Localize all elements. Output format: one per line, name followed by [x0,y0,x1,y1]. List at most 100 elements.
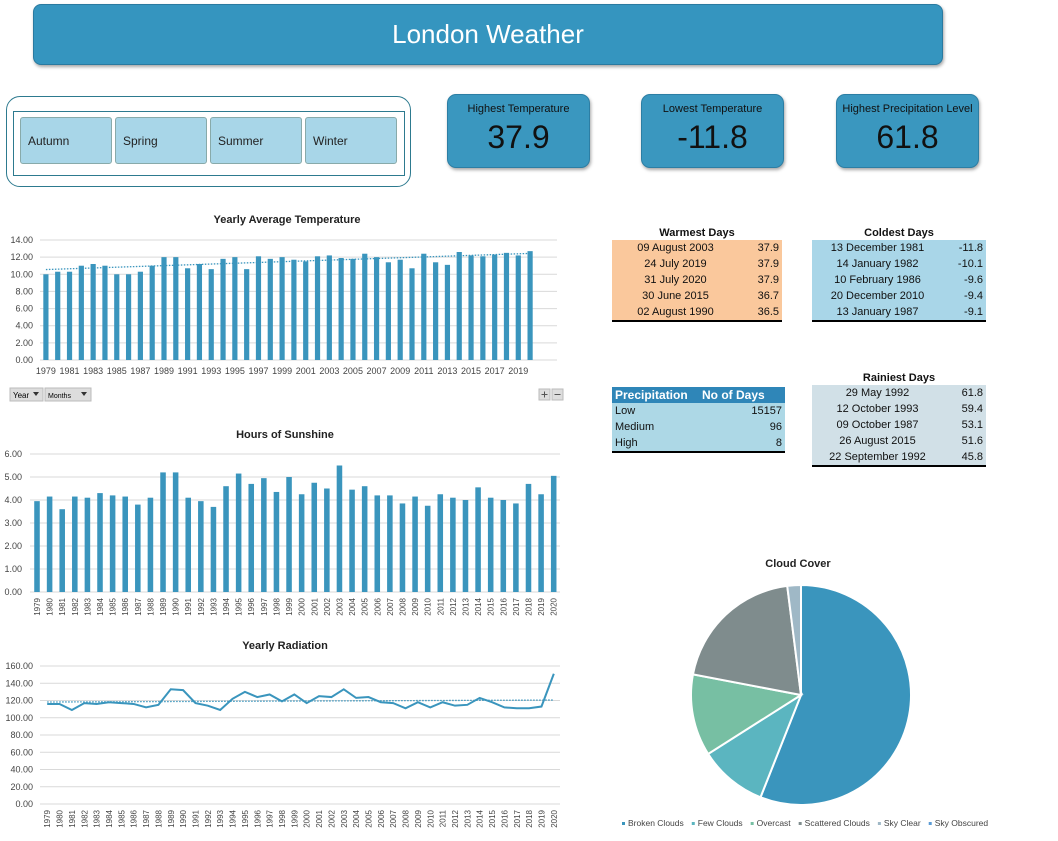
bar [525,483,532,592]
table-cell: 37.9 [757,274,779,286]
x-tick-label: 1987 [134,597,143,615]
chart-title: Yearly Average Temperature [214,214,361,226]
x-tick-label: 2003 [335,597,344,615]
table-cell: High [615,437,638,449]
kpi-label: Highest Temperature [467,103,570,115]
table-row: 14 January 1982 -10.1 [812,256,986,272]
bar [500,500,507,592]
table-row: 20 December 2010 -9.4 [812,288,986,304]
x-tick-label: 1985 [109,597,118,615]
bar [424,505,431,592]
x-tick-label: 2014 [474,597,483,615]
bar [244,269,250,360]
table-row: 22 September 1992 45.8 [812,449,986,467]
bar [456,252,462,360]
table-row: 13 January 1987 -9.1 [812,304,986,322]
table-cell: 59.4 [961,403,983,415]
slicer-button[interactable]: Autumn [20,117,112,164]
legend-label: Few Clouds [698,818,743,828]
bar [336,465,343,592]
bar [232,257,238,360]
bar [55,271,61,360]
bar [349,489,355,592]
slicer-button[interactable]: Winter [305,117,397,164]
x-tick-label: 1996 [253,809,262,827]
legend-marker [622,822,625,825]
x-tick-label: 2020 [550,597,559,615]
bar [149,265,155,360]
table-row: 12 October 1993 59.4 [812,401,986,417]
bar [84,497,91,592]
table-title: Rainiest Days [862,372,936,384]
bar [255,256,262,360]
x-tick-label: 2019 [537,809,546,827]
table-cell: 31 July 2020 [644,274,707,286]
table-cell: 02 August 1990 [637,306,714,318]
bar [90,264,96,360]
y-tick-label: 6.00 [4,449,22,459]
bar [261,478,267,592]
table-row: 31 July 2020 37.9 [612,272,782,288]
bar [161,257,167,360]
bar [223,486,229,592]
y-tick-label: 3.00 [4,518,22,528]
legend-label: Broken Clouds [628,818,684,828]
bar [324,488,330,592]
x-tick-label: 2012 [451,809,460,827]
x-tick-label: 1994 [229,809,238,827]
table-row: 30 June 2015 36.7 [612,288,782,304]
y-tick-label: 140.00 [5,678,33,688]
bar [421,253,427,360]
bar [125,274,132,360]
bar [147,497,154,592]
collapse-button[interactable] [551,388,564,401]
table-cell: 09 October 1987 [836,419,919,431]
field-button[interactable] [44,387,92,402]
bar [538,494,544,592]
bar [487,497,494,592]
x-tick-label: 2002 [323,597,332,615]
expand-button[interactable] [538,388,551,401]
bar [267,258,273,360]
kpi-value: 37.9 [487,119,550,155]
bar [114,274,120,360]
bar [59,509,65,592]
legend-label: Sky Clear [884,818,921,828]
slicer-button[interactable]: Summer [210,117,302,164]
bar [513,503,519,592]
x-tick-label: 2018 [524,597,533,615]
x-tick-label: 1986 [121,597,130,615]
pie-slice [786,583,802,696]
bar [286,477,292,592]
table-cell: 37.9 [757,258,779,270]
x-tick-label: 1981 [60,366,80,376]
table-cell: 13 December 1981 [830,242,925,254]
slicer-button[interactable]: Spring [115,117,207,164]
table-cell: 13 January 1987 [836,306,919,318]
bar [72,496,78,592]
x-tick-label: 1988 [146,597,155,615]
x-tick-label: 1980 [56,809,65,827]
x-tick-label: 2004 [348,597,357,615]
y-tick-label: 8.00 [15,286,33,296]
y-tick-label: 20.00 [10,782,33,792]
bar [361,486,368,592]
x-tick-label: 2013 [437,366,457,376]
legend-label: Scattered Clouds [805,818,870,828]
x-tick-label: 2007 [386,597,395,615]
x-tick-label: 2009 [411,597,420,615]
x-tick-label: 1992 [197,597,206,615]
y-tick-label: 4.00 [4,495,22,505]
bar [311,482,318,592]
field-button[interactable] [9,387,44,402]
y-tick-label: 100.00 [5,713,33,723]
x-tick-label: 2014 [476,809,485,827]
legend-marker [928,822,932,825]
x-tick-label: 1991 [191,809,200,827]
bar [220,258,226,360]
x-tick-label: 1998 [272,597,281,615]
x-tick-label: 2006 [377,809,386,827]
x-tick-label: 1979 [33,597,42,615]
table-cell: -9.4 [964,290,983,302]
bar [437,494,444,592]
